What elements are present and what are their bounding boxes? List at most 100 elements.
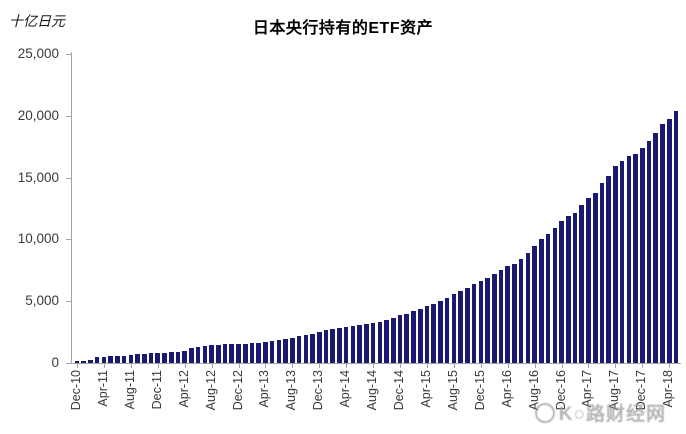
bar-Aug-15 (451, 294, 457, 363)
x-tick (211, 364, 213, 368)
bar-Sep-17 (619, 160, 625, 363)
y-tick-label: 20,000 (17, 107, 59, 123)
bar-Jan-14 (323, 330, 329, 363)
bar-Sep-15 (458, 290, 463, 363)
bar-Mar-18 (660, 124, 665, 363)
bar-Dec-17 (640, 148, 645, 363)
bar-Sep-12 (216, 344, 221, 363)
bar-Oct-17 (626, 155, 632, 363)
y-tick (66, 115, 71, 117)
bar-Sep-14 (377, 322, 383, 363)
y-tick (66, 177, 71, 179)
x-tick-label: Apr-16 (499, 370, 514, 408)
bar-Nov-12 (229, 344, 235, 363)
bar-Dec-10 (74, 361, 80, 363)
bar-Jan-18 (646, 141, 652, 363)
x-tick-label: Apr-13 (257, 370, 272, 408)
bar-Aug-14 (370, 323, 376, 363)
x-tick (669, 364, 671, 368)
bar-Oct-13 (303, 335, 309, 363)
bar-Nov-11 (148, 353, 154, 363)
x-tick (480, 364, 482, 368)
x-tick-label: Apr-18 (661, 370, 676, 408)
bar-Nov-13 (310, 334, 315, 363)
y-tick (66, 239, 71, 241)
x-tick-label: Apr-17 (580, 370, 595, 408)
x-tick (103, 364, 105, 368)
x-tick-label: Dec-11 (149, 370, 164, 410)
x-tick-label: Apr-15 (418, 370, 433, 408)
bar-Aug-17 (613, 165, 618, 363)
x-tick (588, 364, 590, 368)
x-tick (507, 364, 509, 368)
bar-Jul-11 (121, 355, 127, 363)
y-tick-label: 10,000 (17, 231, 59, 247)
x-tick (426, 364, 428, 368)
bar-Apr-13 (263, 342, 268, 363)
y-axis-unit-label: 十亿日元 (9, 15, 65, 30)
bar-Apr-15 (424, 306, 430, 363)
bar-Feb-16 (491, 274, 497, 363)
x-tick-label: Aug-11 (122, 370, 137, 410)
x-tick (292, 364, 294, 368)
bar-Jun-14 (357, 325, 362, 363)
y-tick-label: 0 (51, 355, 59, 370)
x-tick (346, 364, 348, 368)
x-tick-label: Aug-12 (203, 370, 218, 411)
bar-Jul-17 (606, 175, 611, 363)
y-tick-label: 5,000 (25, 293, 59, 309)
bar-Mar-11 (94, 357, 100, 363)
bar-Nov-15 (471, 284, 477, 363)
bar-Jun-11 (115, 355, 120, 363)
bar-Oct-14 (384, 320, 389, 363)
bar-Feb-13 (249, 342, 255, 363)
bar-Jan-13 (242, 343, 248, 363)
x-tick-label: Aug-17 (607, 370, 622, 411)
bar-Dec-14 (397, 315, 403, 363)
bar-Oct-12 (222, 344, 228, 363)
bar-Dec-13 (316, 331, 322, 363)
bar-Sep-16 (539, 239, 544, 363)
chart-title: 日本央行持有的ETF资产 (252, 20, 434, 37)
x-axis-line (67, 363, 681, 364)
bar-Feb-15 (411, 311, 416, 363)
x-tick-label: Dec-17 (634, 370, 649, 411)
bar-Feb-11 (88, 360, 93, 363)
bar-Mar-17 (579, 204, 585, 363)
x-tick-label: Dec-15 (472, 370, 487, 411)
bar-Jan-12 (162, 352, 167, 363)
x-tick-label: Dec-14 (392, 370, 407, 411)
bar-Sep-13 (296, 336, 302, 363)
bar-Apr-12 (182, 350, 187, 363)
bar-May-13 (269, 340, 275, 363)
x-tick (400, 364, 402, 368)
x-tick (615, 364, 617, 368)
bar-Apr-16 (505, 265, 510, 363)
bar-May-15 (431, 303, 436, 363)
bar-Oct-15 (465, 287, 470, 363)
bar-Mar-15 (417, 308, 423, 363)
x-tick-label: Apr-11 (95, 370, 110, 407)
y-axis-line (71, 52, 72, 364)
bar-Dec-11 (155, 352, 161, 363)
bar-Nov-16 (552, 228, 558, 363)
y-tick (66, 363, 71, 364)
bar-Jul-13 (283, 338, 288, 363)
bar-Jul-14 (364, 324, 369, 363)
bar-Apr-11 (101, 356, 107, 363)
bar-Jan-17 (565, 216, 571, 363)
bar-Aug-16 (532, 245, 537, 363)
bar-Jun-13 (276, 340, 282, 363)
bar-Apr-18 (666, 119, 672, 363)
x-tick (77, 364, 78, 368)
x-tick (453, 364, 455, 368)
y-tick (66, 301, 71, 303)
x-tick (642, 364, 644, 368)
bar-Aug-11 (128, 354, 134, 363)
x-tick-label: Aug-14 (365, 370, 380, 411)
bar-May-12 (189, 348, 194, 363)
bar-Jan-11 (81, 360, 87, 363)
x-tick (130, 364, 132, 368)
x-tick-label: Apr-14 (338, 370, 353, 408)
x-tick-label: Aug-13 (284, 370, 299, 411)
